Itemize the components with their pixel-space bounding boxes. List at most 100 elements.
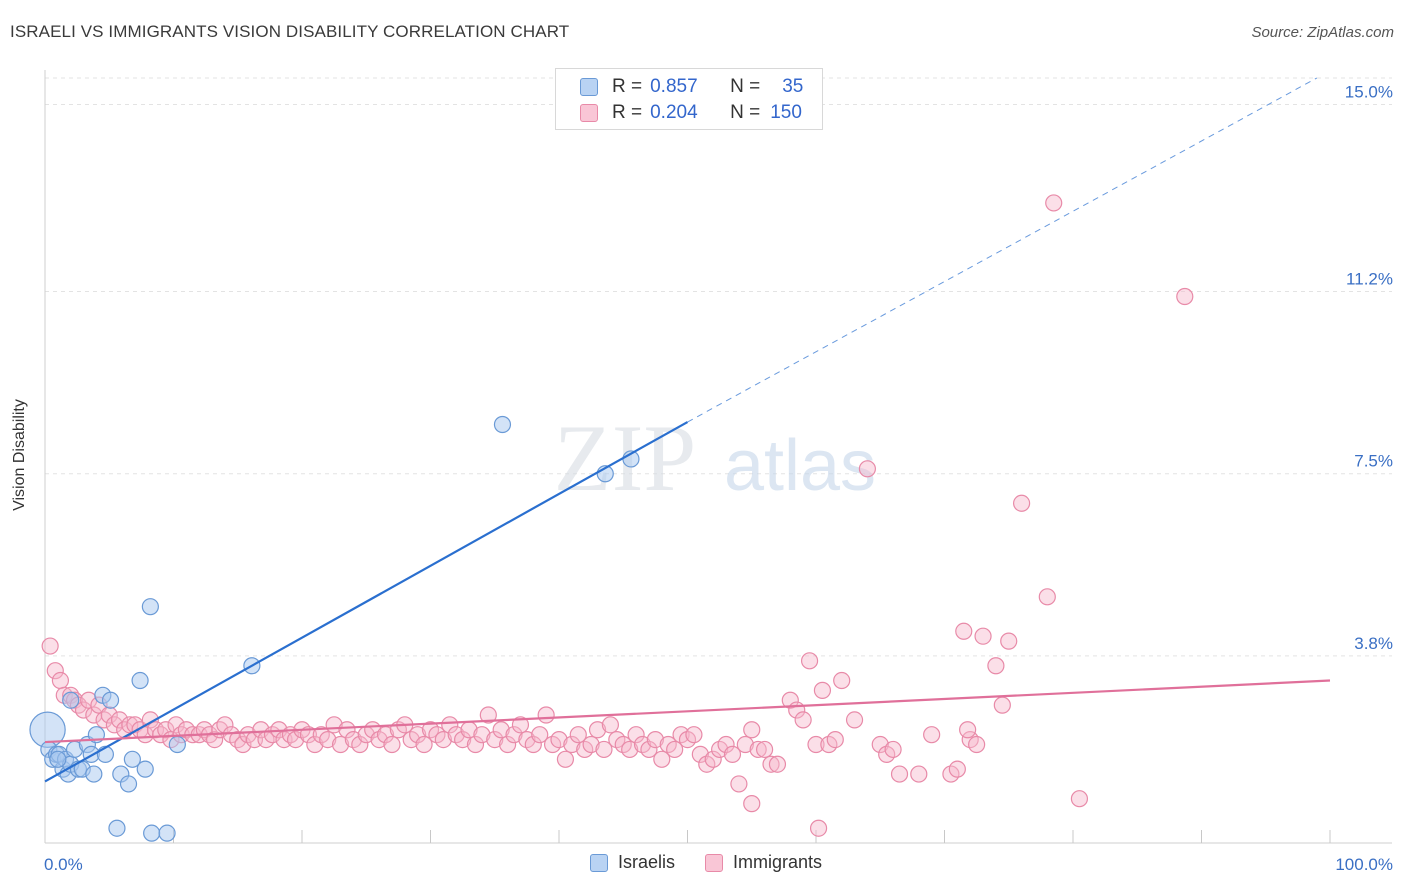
immigrants-point (948, 760, 966, 778)
immigrants-point (1000, 632, 1018, 650)
trend-lines (44, 77, 1331, 783)
immigrants-point (499, 735, 517, 754)
immigrants-point (383, 735, 401, 754)
immigrants-point (286, 731, 305, 749)
immigrants-point (434, 731, 452, 749)
immigrants-point (1045, 194, 1063, 212)
legend-n-value: 150 (770, 102, 802, 123)
y-tick-label: 3.8% (1354, 634, 1393, 653)
immigrants-point (582, 735, 600, 754)
immigrants-point (640, 740, 658, 759)
immigrants-point (627, 726, 645, 744)
legend-r-value: 0.204 (650, 102, 698, 123)
immigrants-point (923, 726, 941, 744)
immigrants-point (331, 735, 350, 754)
immigrants-point (691, 745, 709, 763)
immigrants-point (1070, 790, 1089, 808)
immigrants-point (809, 819, 828, 837)
legend-r-label: R = (612, 102, 643, 123)
immigrants-point (473, 726, 491, 744)
israelis-point (136, 760, 154, 778)
immigrants-point (968, 735, 986, 754)
immigrants-point (955, 622, 973, 640)
immigrants-point (704, 750, 722, 768)
israelis-point (62, 691, 80, 709)
immigrants-trend-line (44, 679, 1331, 744)
immigrants-point (871, 735, 889, 754)
watermark-atlas: atlas (724, 426, 876, 506)
legend-n-label: N = (730, 102, 761, 123)
immigrants-point (441, 716, 459, 734)
immigrants-point (910, 765, 928, 783)
immigrants-points (41, 194, 1194, 837)
immigrants-point (974, 627, 992, 645)
legend-n-value: 35 (782, 76, 804, 97)
immigrants-swatch (705, 853, 724, 872)
immigrants-point (858, 460, 877, 478)
immigrants-point (993, 696, 1011, 714)
israelis-point (123, 750, 141, 768)
immigrants-point (800, 652, 819, 670)
immigrants-point (157, 721, 175, 739)
immigrants-point (723, 745, 742, 763)
israelis-point (493, 415, 512, 434)
immigrants-point (781, 691, 799, 709)
immigrants-point (206, 731, 224, 749)
immigrants-point (884, 740, 902, 759)
immigrants-point (743, 795, 761, 813)
immigrants-point (826, 731, 844, 749)
legend-r-label: R = (612, 76, 643, 97)
immigrants-point (415, 735, 433, 754)
immigrants-point (762, 755, 780, 773)
immigrants-point (595, 740, 613, 759)
immigrants-point (338, 721, 356, 739)
immigrants-point (479, 706, 497, 724)
watermark: ZIP atlas (554, 405, 876, 511)
israelis-swatch (590, 853, 608, 872)
legend-r-value: 0.857 (650, 76, 698, 97)
legend-item-immigrants[interactable]: Immigrants (705, 852, 822, 873)
immigrants-point (743, 721, 761, 739)
israelis-point (131, 671, 149, 690)
immigrants-point (409, 726, 427, 744)
y-tick-label: 7.5% (1354, 452, 1393, 471)
immigrants-point (601, 716, 620, 734)
israelis-swatch (580, 78, 598, 96)
immigrants-point (813, 681, 832, 699)
immigrants-point (1038, 588, 1056, 606)
immigrants-point (833, 671, 851, 690)
y-tick-label: 15.0% (1345, 82, 1393, 101)
immigrants-point (845, 711, 864, 729)
immigrants-point (1176, 287, 1194, 306)
immigrants-point (511, 716, 530, 734)
immigrants-point (730, 775, 748, 793)
legend-item-israelis[interactable]: Israelis (590, 852, 675, 873)
immigrants-point (563, 735, 581, 754)
immigrants-point (466, 735, 485, 754)
immigrants-point (646, 731, 664, 749)
immigrants-point (987, 657, 1005, 675)
immigrants-point (717, 735, 735, 754)
immigrants-point (505, 726, 523, 744)
israelis-point (143, 824, 161, 842)
immigrants-point (807, 735, 825, 754)
x-tick-label: 0.0% (44, 855, 83, 874)
immigrants-point (229, 731, 247, 749)
immigrants-point (588, 721, 607, 739)
immigrants-point (486, 731, 504, 749)
legend-n-label: N = (730, 76, 761, 97)
series-legend: Israelis Immigrants (590, 852, 852, 873)
immigrants-point (755, 740, 774, 759)
y-tick-label: 11.2% (1346, 270, 1393, 289)
immigrants-point (110, 711, 129, 729)
immigrants-point (351, 735, 369, 754)
immigrants-point (46, 662, 64, 680)
immigrants-point (621, 740, 639, 759)
immigrants-point (74, 701, 93, 719)
correlation-legend: R = 0.857 N = 35 R = 0.204 N = 150 (555, 68, 823, 130)
immigrants-point (794, 711, 812, 729)
israelis-point (101, 691, 120, 709)
israelis-point (49, 750, 67, 768)
immigrants-point (319, 731, 337, 749)
